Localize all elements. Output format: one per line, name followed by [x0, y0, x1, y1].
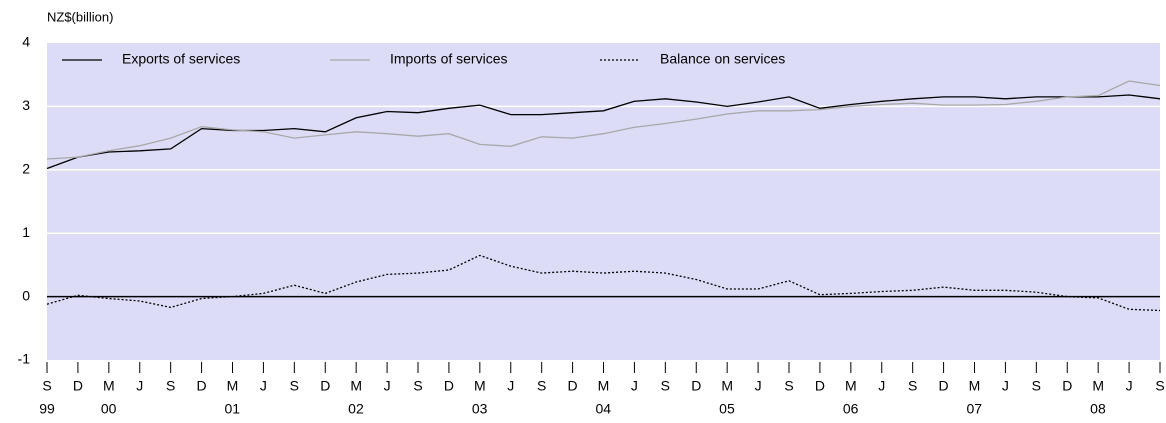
legend-label: Imports of services: [390, 51, 507, 67]
year-label: 01: [225, 401, 241, 417]
series-line: [46, 80, 1161, 160]
x-tick-label: J: [1002, 378, 1009, 394]
series-line: [46, 254, 1161, 312]
x-tick-label: J: [136, 378, 143, 394]
year-label: 99: [39, 401, 55, 417]
legend-label: Balance on services: [660, 51, 785, 67]
x-tick-label: D: [320, 378, 330, 394]
x-tick-label: S: [784, 378, 793, 394]
x-tick-label: M: [969, 378, 981, 394]
x-tick-label: S: [413, 378, 422, 394]
x-tick-label: D: [1062, 378, 1072, 394]
x-tick-label: M: [350, 378, 362, 394]
y-axis-label: NZ$(billion): [47, 9, 113, 24]
y-tick-label: 1: [22, 224, 30, 240]
x-tick-label: S: [1155, 378, 1164, 394]
year-label: 07: [967, 401, 983, 417]
x-tick-label: D: [197, 378, 207, 394]
x-tick-label: M: [845, 378, 857, 394]
x-tick-label: D: [568, 378, 578, 394]
year-label: 04: [596, 401, 612, 417]
y-tick-label: 2: [22, 161, 30, 177]
year-label: 05: [719, 401, 735, 417]
plot-background: [47, 43, 1160, 360]
x-tick-label: J: [631, 378, 638, 394]
x-tick-label: M: [1092, 378, 1104, 394]
x-tick-label: D: [939, 378, 949, 394]
year-label: 00: [101, 401, 117, 417]
year-label: 02: [348, 401, 364, 417]
y-tick-label: 3: [22, 97, 30, 113]
x-tick-label: S: [166, 378, 175, 394]
x-tick-label: S: [1032, 378, 1041, 394]
y-tick-label: 0: [22, 287, 30, 303]
year-label: 08: [1090, 401, 1106, 417]
x-tick-label: M: [721, 378, 733, 394]
x-tick-label: J: [507, 378, 514, 394]
year-label: 03: [472, 401, 488, 417]
x-tick-label: J: [1126, 378, 1133, 394]
x-tick-label: D: [73, 378, 83, 394]
x-tick-label: J: [260, 378, 267, 394]
x-tick-label: J: [878, 378, 885, 394]
x-tick-label: M: [598, 378, 610, 394]
x-tick-label: D: [815, 378, 825, 394]
x-tick-label: M: [103, 378, 115, 394]
legend-label: Exports of services: [122, 51, 240, 67]
y-tick-label: -1: [18, 351, 31, 367]
x-tick-label: S: [908, 378, 917, 394]
x-tick-label: M: [227, 378, 239, 394]
x-tick-label: D: [444, 378, 454, 394]
year-label: 06: [843, 401, 859, 417]
x-tick-label: S: [537, 378, 546, 394]
x-tick-label: S: [661, 378, 670, 394]
x-tick-label: J: [755, 378, 762, 394]
x-tick-label: S: [42, 378, 51, 394]
y-tick-label: 4: [22, 34, 30, 50]
x-tick-label: S: [290, 378, 299, 394]
x-tick-label: J: [384, 378, 391, 394]
x-tick-label: D: [691, 378, 701, 394]
x-tick-label: M: [474, 378, 486, 394]
